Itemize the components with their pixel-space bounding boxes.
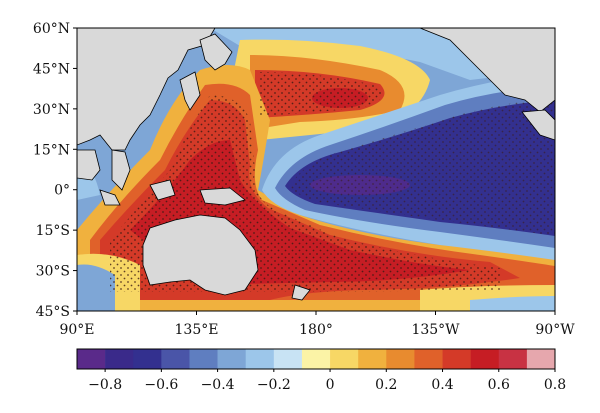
colorbar-tick-label: 0.6 (488, 377, 510, 393)
borneo-landmass (149, 179, 176, 201)
colorbar-swatch (386, 349, 415, 369)
colorbar-swatch (77, 349, 106, 369)
colorbar-swatch (189, 349, 218, 369)
australia-landmass (142, 214, 259, 296)
colorbar-swatch (105, 349, 134, 369)
colorbar-swatch (498, 349, 528, 369)
sumatra-landmass (99, 189, 121, 206)
longitude-axis: 90°E 135°E 180° 135°W 90°W (59, 311, 575, 338)
colorbar-swatch (526, 349, 556, 369)
colorbar-swatch (245, 349, 275, 369)
lat-tick-label: 15°S (36, 223, 70, 239)
colorbar-tick-label: 0.2 (375, 377, 397, 393)
lat-tick-label: 45°N (33, 61, 70, 77)
colorbar-swatch (414, 349, 443, 369)
lon-tick-label: 90°W (535, 322, 575, 338)
colorbar-swatch (161, 349, 190, 369)
colorbar-tick-label: 0 (326, 377, 335, 393)
new-guinea-landmass (199, 187, 246, 206)
central-america-landmass (521, 109, 555, 141)
colorbar-swatch (358, 349, 387, 369)
lat-tick-label: 30°N (33, 102, 70, 118)
colorbar-swatch (133, 349, 162, 369)
colorbar-swatch (470, 349, 500, 369)
new-zealand-landmass (291, 284, 311, 301)
colorbar-tick-labels: −0.8 −0.6 −0.4 −0.2 0 0.2 0.4 0.6 0.8 (88, 369, 566, 393)
stippling-north-pacific (260, 72, 383, 116)
lon-tick-label: 135°E (175, 322, 219, 338)
north-america-landmass (419, 28, 555, 113)
japan-landmass (179, 71, 201, 111)
colorbar (76, 348, 556, 370)
kamchatka-landmass (199, 33, 233, 71)
lat-tick-label: 30°S (36, 264, 70, 280)
colorbar-swatch (442, 349, 471, 369)
lat-tick-label: 60°N (33, 21, 70, 37)
stippling-east-pacific (290, 98, 555, 236)
colorbar-tick-label: −0.8 (88, 377, 122, 393)
lat-tick-label: 45°S (36, 304, 70, 320)
colorbar-swatch (330, 349, 359, 369)
southeast-blue (470, 296, 555, 311)
colorbar-tick-label: 0.4 (431, 377, 453, 393)
asia-landmass (77, 28, 216, 151)
colorbar-tick-label: −0.4 (201, 377, 235, 393)
colorbar-tick-label: 0.8 (544, 377, 566, 393)
colorbar-tick-label: −0.2 (257, 377, 291, 393)
lat-tick-label: 15°N (33, 142, 70, 158)
colorbar-tick-label: −0.6 (144, 377, 178, 393)
colorbar-swatch (301, 349, 331, 369)
south-west-blue (77, 264, 115, 311)
latitude-axis: 60°N 45°N 30°N 15°N 0° 15°S 30°S 45°S (33, 21, 77, 320)
lon-tick-label: 90°E (59, 322, 94, 338)
lon-tick-label: 135°W (411, 322, 460, 338)
colorbar-frame (76, 348, 556, 370)
colorbar-swatch (217, 349, 247, 369)
colorbar-swatch (273, 349, 303, 369)
lat-tick-label: 0° (54, 183, 70, 199)
indochina-landmass (111, 149, 131, 191)
india-landmass (77, 149, 101, 181)
map-area (77, 28, 555, 311)
lon-tick-label: 180° (299, 322, 333, 338)
